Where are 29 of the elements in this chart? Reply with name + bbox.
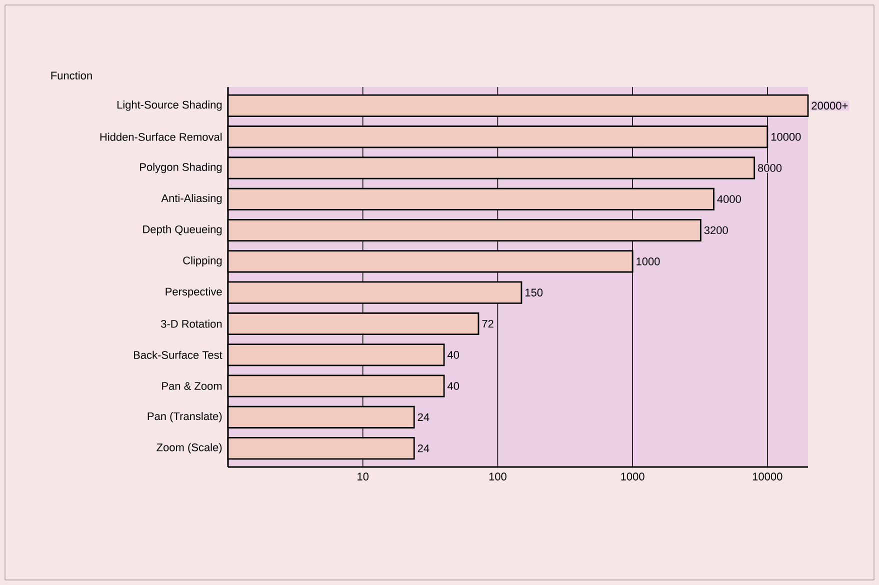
y-tick-label: Polygon Shading	[140, 162, 222, 174]
data-label: 40	[447, 350, 460, 359]
data-label: 40	[447, 382, 460, 390]
data-label: 1000	[636, 258, 660, 266]
data-label: 150	[525, 288, 543, 296]
data-label: 20000+	[812, 102, 848, 110]
x-tick-label: 1000	[621, 472, 644, 480]
x-tick-label: 10000	[752, 472, 782, 480]
data-label: 10000	[771, 132, 801, 141]
data-label: 4000	[717, 195, 741, 204]
y-tick-label: Pan & Zoom	[162, 382, 222, 390]
y-tick-label: Hidden-Surface Removal	[100, 132, 222, 141]
y-tick-label: Back-Surface Test	[134, 350, 222, 359]
y-tick-label: Pan (Translate)	[148, 412, 222, 422]
y-tick-label: Clipping	[183, 256, 222, 267]
data-label: 8000	[758, 164, 782, 172]
y-tick-label: Light-Source Shading	[117, 100, 222, 111]
data-label: 3200	[704, 226, 728, 234]
x-tick-label: 10	[358, 472, 369, 480]
y-tick-label: 3-D Rotation	[161, 320, 222, 328]
y-tick-label: Perspective	[166, 287, 222, 298]
data-label: 24	[418, 413, 430, 421]
y-tick-label: Depth Queueing	[143, 225, 222, 236]
y-tick-label: Zoom (Scale)	[156, 443, 222, 454]
y-tick-label: Anti-Aliasing	[161, 194, 222, 204]
y-axis-title: Function	[51, 71, 92, 80]
data-label: 72	[482, 320, 494, 328]
x-tick-label: 100	[489, 472, 506, 480]
data-label: 24	[418, 444, 430, 452]
